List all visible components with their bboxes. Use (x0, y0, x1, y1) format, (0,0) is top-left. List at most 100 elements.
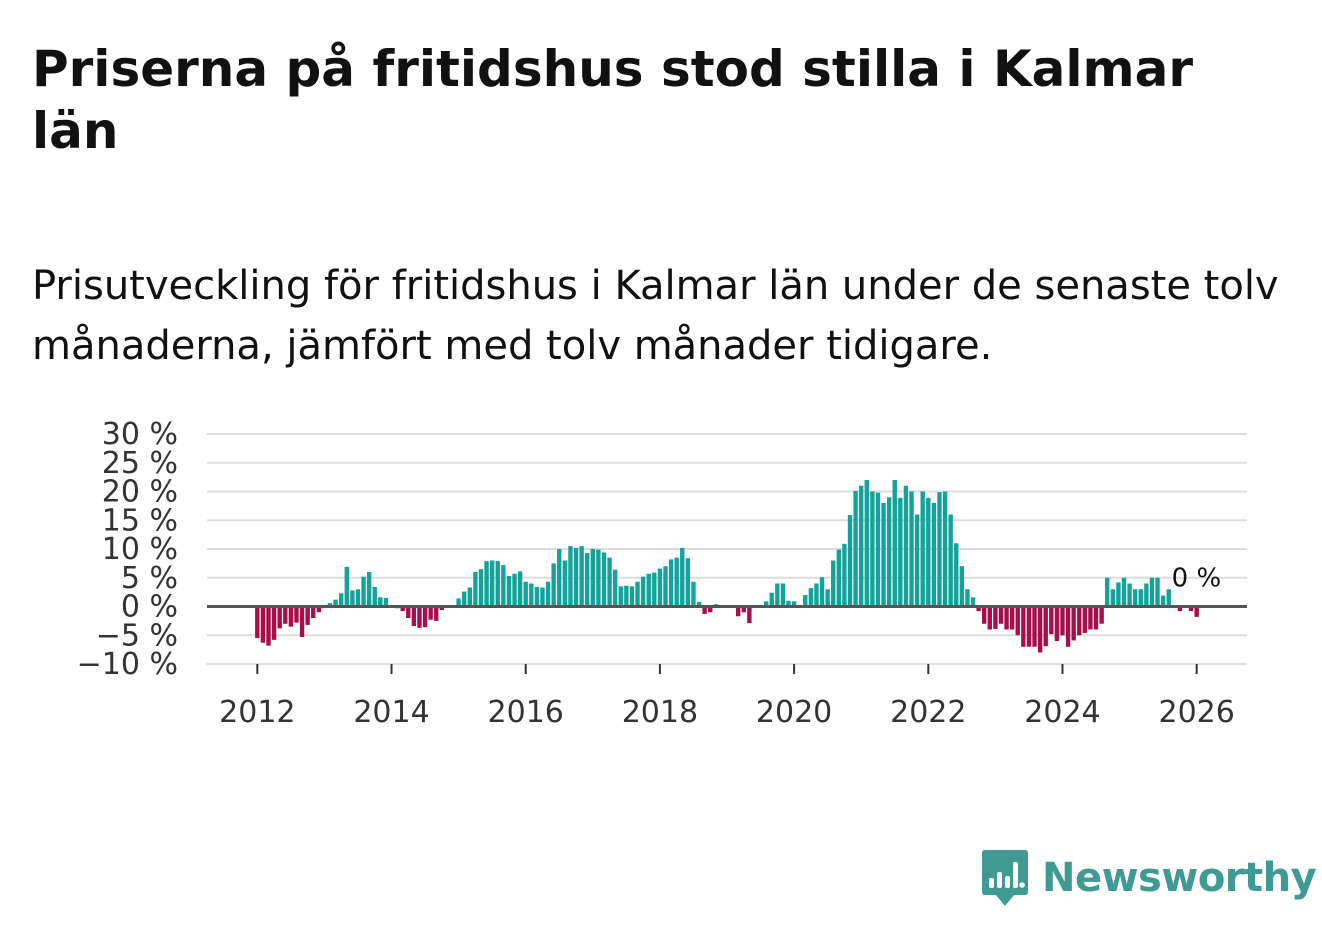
x-tick-label: 2024 (1024, 695, 1100, 730)
bar (735, 606, 741, 617)
bar (803, 595, 808, 607)
x-tick-label: 2026 (1158, 695, 1234, 730)
bar (372, 586, 377, 607)
bar (629, 586, 635, 607)
bar (624, 585, 629, 607)
bar (1166, 589, 1171, 607)
bar (316, 606, 322, 613)
bar (937, 492, 942, 607)
last-value-label: 0 % (1172, 564, 1222, 594)
bar (1116, 582, 1121, 607)
bar (1177, 606, 1183, 612)
bar (434, 606, 439, 621)
bar (853, 490, 858, 607)
brand-name: Newsworthy (1042, 855, 1317, 901)
bar (657, 568, 663, 607)
bar (612, 569, 618, 607)
bar (601, 552, 607, 607)
bar (260, 606, 266, 643)
bar (819, 577, 825, 607)
bar (361, 576, 366, 607)
x-tick-label: 2020 (756, 695, 832, 730)
bar (1144, 583, 1149, 607)
bar (355, 589, 361, 607)
bar (1032, 606, 1037, 647)
bar (1077, 606, 1082, 636)
bar (646, 573, 651, 607)
bar (366, 572, 372, 607)
bar (652, 572, 657, 607)
bar (1049, 606, 1054, 635)
bar (691, 581, 696, 607)
bar (780, 583, 786, 607)
bar (1194, 606, 1199, 617)
bar (1149, 577, 1155, 607)
bar (562, 560, 568, 607)
bar (696, 601, 702, 607)
bar (791, 601, 797, 607)
bar (663, 566, 668, 607)
bar (333, 599, 338, 607)
bar (1110, 589, 1116, 607)
bar (998, 606, 1004, 624)
bar (378, 597, 383, 607)
bar (462, 591, 467, 607)
bar (1082, 606, 1088, 633)
bar (635, 581, 640, 607)
bar (1009, 606, 1015, 630)
bar (383, 597, 389, 607)
bar (473, 572, 478, 607)
bar (1037, 606, 1043, 653)
bar (534, 586, 540, 607)
bar (825, 589, 830, 607)
bar (1071, 606, 1076, 641)
bar (954, 543, 959, 607)
bar (1160, 595, 1166, 607)
bar (965, 589, 970, 607)
y-tick-label: 30 % (102, 417, 178, 452)
bar (266, 606, 271, 646)
bar (836, 549, 842, 607)
bar (886, 497, 892, 607)
bar (305, 606, 310, 625)
bar (970, 597, 976, 607)
y-tick-label: 5 % (121, 561, 178, 596)
bar (685, 558, 691, 607)
bar (870, 491, 875, 607)
bar (741, 606, 746, 613)
bar (769, 592, 774, 607)
bar (489, 560, 495, 607)
bar (959, 566, 965, 607)
bar (618, 586, 623, 607)
bar (909, 491, 914, 607)
bar (1121, 577, 1127, 607)
x-tick-label: 2022 (890, 695, 966, 730)
bar (501, 565, 506, 607)
bar (747, 606, 752, 624)
bar (1188, 606, 1194, 612)
bar (529, 583, 534, 607)
annotations: 0 % (207, 564, 1247, 608)
bar (255, 606, 260, 639)
bar (344, 566, 349, 607)
bar (680, 547, 685, 607)
bar (808, 588, 814, 607)
x-tick-label: 2012 (219, 695, 295, 730)
bar (523, 581, 528, 607)
bar (607, 557, 612, 607)
bar (948, 514, 953, 607)
y-tick-label: 20 % (102, 475, 178, 510)
bar (982, 606, 987, 624)
bar (640, 576, 646, 607)
bar (920, 491, 925, 607)
y-tick-label: 25 % (102, 446, 178, 481)
y-tick-label: −5 % (96, 618, 178, 653)
bar (540, 587, 545, 607)
bar (422, 606, 428, 628)
bar (1060, 606, 1065, 636)
bar (327, 603, 333, 607)
bar (456, 598, 461, 607)
gridlines (207, 433, 1247, 665)
bar (674, 557, 679, 607)
bar (847, 515, 853, 607)
